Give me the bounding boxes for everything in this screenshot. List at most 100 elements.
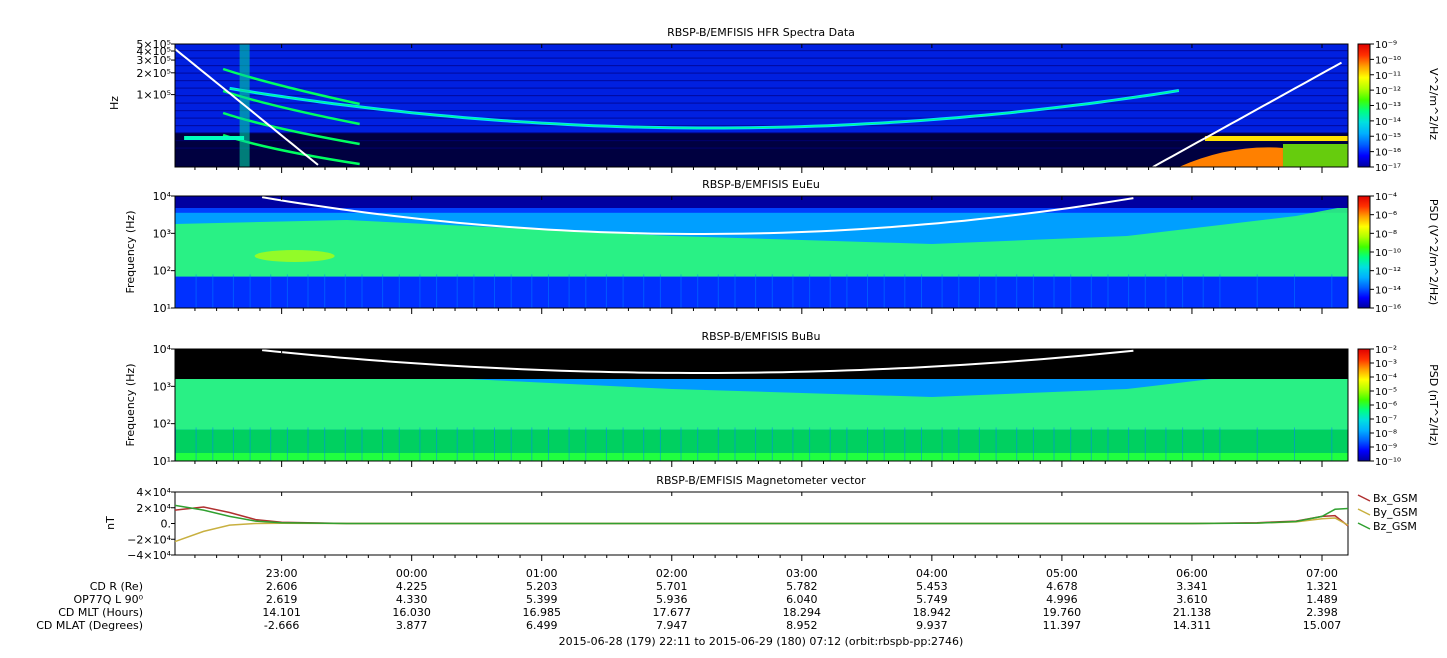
panel3-ytick-label: 10⁴ <box>153 343 172 356</box>
panel2-texture <box>1070 274 1072 308</box>
panel1-streak <box>175 132 1348 134</box>
panel1-cutoff-left <box>174 48 319 166</box>
panel3-texture <box>680 427 682 461</box>
panel2-texture <box>792 274 794 308</box>
panel2-ylabel: Frequency (Hz) <box>124 211 137 294</box>
panel2-frame <box>174 195 1349 309</box>
panel3-texture <box>494 427 495 461</box>
panel2-texture <box>846 274 848 308</box>
footer-time-range: 2015-06-28 (179) 22:11 to 2015-06-29 (18… <box>559 635 964 648</box>
panel4-title: RBSP-B/EMFISIS Magnetometer vector <box>656 474 866 487</box>
panel3-title: RBSP-B/EMFISIS BuBu <box>702 330 821 343</box>
panel3-colorbar-label: PSD (nT^2/Hz) <box>1427 364 1440 446</box>
panel2-texture <box>249 274 251 308</box>
panel2-colorbar-tick-label: 10⁻¹⁶ <box>1375 304 1401 315</box>
panel2-colorbar-tick-label: 10⁻¹⁰ <box>1375 248 1401 259</box>
panel2-texture <box>510 274 512 308</box>
panel2-texture <box>1202 274 1204 308</box>
panel3-texture <box>568 427 570 461</box>
panel1-ytick-label: 1×10⁵ <box>136 89 171 102</box>
panel1-streak <box>175 110 1348 112</box>
panel1-upper-hybrid-core <box>229 87 1179 129</box>
panel1-streak <box>175 72 1348 74</box>
panel3-texture <box>1331 427 1333 461</box>
panel3-texture <box>585 427 587 461</box>
panel2-cutoff-line <box>261 196 1134 235</box>
ephemeris-value: 16.985 <box>522 606 561 619</box>
panel3-spectrogram <box>175 349 1348 461</box>
legend-bx-label: Bx_GSM <box>1373 492 1418 505</box>
panel2-green-band <box>175 206 1348 277</box>
panel3-colorbar-tick-label: 10⁻¹⁰ <box>1375 457 1401 468</box>
panel3-texture <box>1128 427 1130 461</box>
panel3-texture <box>1182 427 1184 461</box>
panel1-streak <box>175 140 1348 142</box>
time-axis-label: 03:00 <box>786 567 818 580</box>
panel2-texture <box>307 274 309 308</box>
panel3-texture <box>419 427 421 461</box>
panel2-texture <box>585 274 587 308</box>
panel4-ylabel: nT <box>104 516 117 530</box>
ephemeris-value: 2.606 <box>266 580 298 593</box>
panel1-harmonic <box>222 89 360 126</box>
ephemeris-value: 5.749 <box>916 593 948 606</box>
panel3-ytick-label: 10² <box>153 418 171 431</box>
panel3-texture <box>307 427 309 461</box>
ephemeris-value: 3.877 <box>396 619 428 632</box>
panel3-texture <box>324 427 326 461</box>
panel2-texture <box>605 274 607 308</box>
panel3-ylabel: Frequency (Hz) <box>124 364 137 447</box>
panel3-texture <box>755 427 757 461</box>
panel3-texture <box>659 427 661 461</box>
panel3-texture <box>1202 427 1204 461</box>
panel3-texture <box>941 427 943 461</box>
panel2-texture <box>398 274 400 308</box>
ephemeris-values: 2.606 4.225 5.203 5.701 5.782 5.453 4.678 3.341… <box>262 580 1341 632</box>
panel1-emission-patch <box>184 136 245 140</box>
panel2-ytick-label: 10⁴ <box>153 190 172 203</box>
panel3-colorbar-tick-label: 10⁻³ <box>1375 359 1397 370</box>
panel3-texture <box>809 427 811 461</box>
panel2-texture <box>697 274 699 308</box>
panel2-colorbar-label: PSD (V^2/m^2/Hz) <box>1427 199 1440 305</box>
time-axis-label: 23:00 <box>266 567 298 580</box>
panel2-texture <box>755 274 757 308</box>
panel2-texture <box>344 274 346 308</box>
panel2-texture <box>270 274 272 308</box>
panel3-texture <box>829 427 831 461</box>
panel2-low-band <box>175 276 1348 308</box>
panel1-colorbar-tick-label: 10⁻⁹ <box>1375 40 1397 51</box>
panel2-colorbar-tick-label: 10⁻⁴ <box>1375 192 1397 203</box>
panel3-texture <box>1070 427 1072 461</box>
ephemeris-value: 7.947 <box>656 619 688 632</box>
panel1-spectrogram <box>174 44 1348 168</box>
time-axis-label: 05:00 <box>1046 567 1078 580</box>
panel3-cutoff-line <box>261 349 1134 374</box>
panel3-colorbar-tick-label: 10⁻⁵ <box>1375 387 1397 398</box>
panel3-texture <box>846 427 848 461</box>
ephem-label-mlt: CD MLT (Hours) <box>58 606 143 619</box>
panel4-ytick-label: 4×10⁴ <box>136 486 171 499</box>
panel1-ytick-label: 4×10⁵ <box>136 45 171 58</box>
ephemeris-value: 8.952 <box>786 619 818 632</box>
panel2-texture <box>1090 274 1092 308</box>
ephem-label-cd-r: CD R (Re) <box>90 580 143 593</box>
panel2-texture <box>1016 274 1018 308</box>
panel3-texture <box>456 427 458 461</box>
panel3-texture <box>195 427 197 461</box>
ephemeris-row-labels: CD R (Re) OP77Q L 90⁰ CD MLT (Hours) CD … <box>36 580 143 632</box>
ephemeris-value: 6.499 <box>526 619 558 632</box>
panel2-texture <box>941 274 943 308</box>
series-by-gsm-line <box>174 517 1349 543</box>
ephemeris-value: 17.677 <box>653 606 692 619</box>
panel2-texture <box>419 274 421 308</box>
panel1-colorbar-tick-label: 10⁻¹⁴ <box>1375 117 1401 128</box>
panel2-texture <box>212 274 214 308</box>
panel1-colorbar-tick-label: 10⁻¹¹ <box>1375 71 1401 82</box>
panel2-texture <box>1032 274 1034 308</box>
panel1-streak <box>175 57 1348 59</box>
panel3-texture <box>1016 427 1018 461</box>
panel2-texture <box>324 274 326 308</box>
